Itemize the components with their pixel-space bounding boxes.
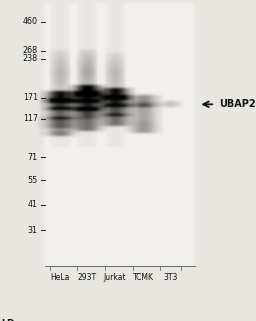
Text: 268: 268 [23,46,38,55]
Text: 117: 117 [23,114,38,123]
Text: 3T3: 3T3 [163,273,177,282]
Text: 238: 238 [23,54,38,63]
Text: 55: 55 [28,176,38,185]
Text: 293T: 293T [78,273,97,282]
Text: 31: 31 [28,226,38,235]
Text: HeLa: HeLa [50,273,70,282]
Text: 460: 460 [23,17,38,26]
Text: 41: 41 [28,200,38,209]
Text: TCMK: TCMK [133,273,154,282]
Text: 171: 171 [23,93,38,102]
Text: 71: 71 [28,153,38,162]
Text: kDa: kDa [1,319,21,321]
Text: Jurkat: Jurkat [104,273,126,282]
Text: UBAP2: UBAP2 [219,99,255,109]
